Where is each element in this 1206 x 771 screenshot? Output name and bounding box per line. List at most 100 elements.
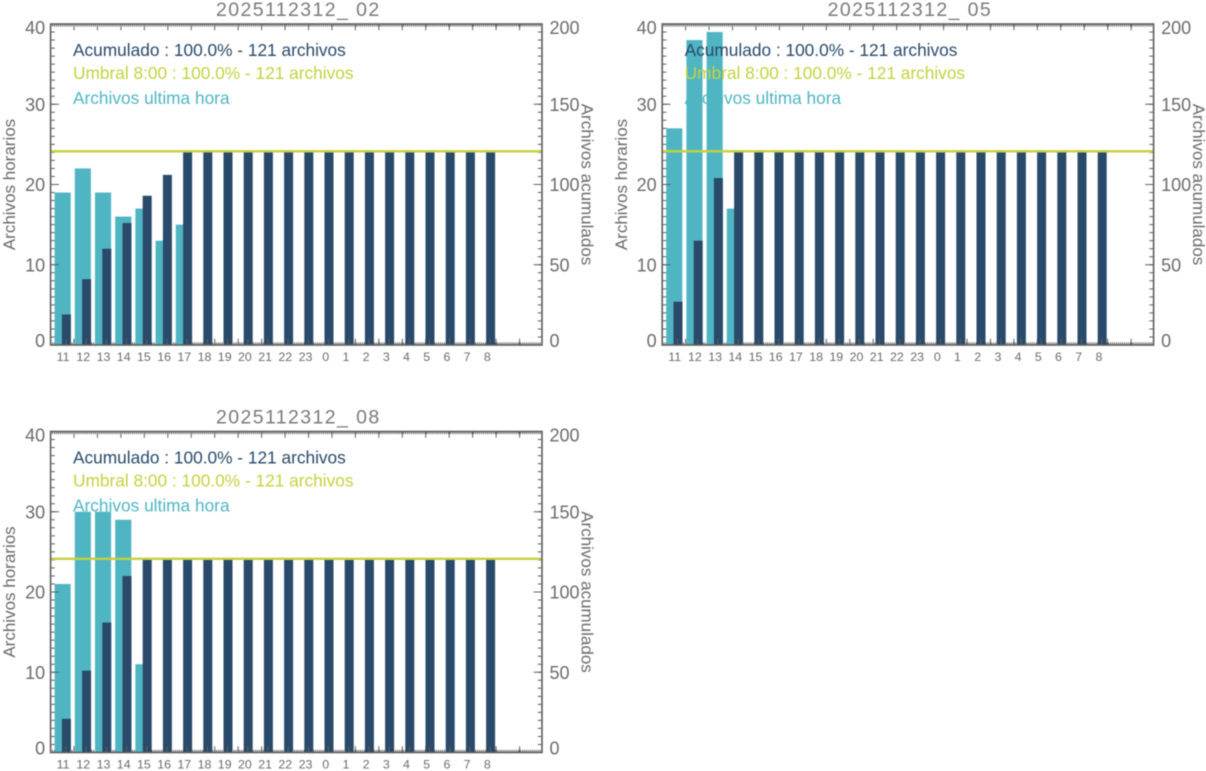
svg-text:13: 13 [708,350,722,364]
svg-text:50: 50 [550,255,570,275]
svg-text:Acumulado : 100.0% - 121 archi: Acumulado : 100.0% - 121 archivos [73,448,346,468]
svg-text:11: 11 [668,350,681,364]
svg-text:21: 21 [258,350,272,364]
svg-text:Acumulado : 100.0% - 121 archi: Acumulado : 100.0% - 121 archivos [73,40,346,60]
svg-text:8: 8 [1095,350,1102,364]
svg-text:18: 18 [198,757,212,771]
svg-text:21: 21 [258,757,272,771]
svg-text:19: 19 [218,350,232,364]
svg-text:19: 19 [829,350,843,364]
svg-text:0: 0 [322,757,329,771]
svg-text:4: 4 [1015,350,1022,364]
svg-text:15: 15 [137,350,151,364]
svg-text:18: 18 [198,350,212,364]
svg-text:Archivos ultima hora: Archivos ultima hora [73,496,230,516]
svg-text:2025112312_ 05: 2025112312_ 05 [828,0,993,21]
svg-text:Umbral 8:00 : 100.0% - 121 arc: Umbral 8:00 : 100.0% - 121 archivos [73,63,354,83]
svg-text:200: 200 [550,426,580,446]
svg-text:6: 6 [1055,350,1062,364]
svg-text:12: 12 [76,757,90,771]
svg-text:1: 1 [954,350,961,364]
svg-text:40: 40 [637,18,657,38]
svg-text:8: 8 [484,757,491,771]
svg-text:100: 100 [550,583,580,603]
svg-text:200: 200 [1161,18,1191,38]
svg-text:Umbral 8:00 : 100.0% - 121 arc: Umbral 8:00 : 100.0% - 121 archivos [685,63,966,83]
svg-text:Archivos horarios: Archivos horarios [612,119,631,250]
svg-text:11: 11 [57,350,70,364]
svg-text:6: 6 [443,757,450,771]
svg-text:13: 13 [97,757,111,771]
svg-text:4: 4 [403,757,410,771]
svg-text:Archivos horarios: Archivos horarios [0,526,19,657]
svg-text:20: 20 [25,175,45,195]
svg-text:40: 40 [25,426,45,446]
svg-text:0: 0 [35,739,45,759]
svg-text:30: 30 [25,95,45,115]
svg-text:21: 21 [870,350,884,364]
svg-text:Archivos acumulados: Archivos acumulados [1189,104,1206,266]
svg-text:16: 16 [769,350,783,364]
svg-text:Umbral 8:00 : 100.0% - 121 arc: Umbral 8:00 : 100.0% - 121 archivos [73,471,354,491]
svg-text:20: 20 [238,350,252,364]
svg-text:5: 5 [423,757,430,771]
svg-text:0: 0 [647,331,657,351]
svg-text:0: 0 [35,331,45,351]
svg-text:Archivos acumulados: Archivos acumulados [577,511,596,673]
svg-text:2: 2 [363,757,370,771]
svg-text:22: 22 [278,757,292,771]
svg-text:23: 23 [299,757,313,771]
svg-text:10: 10 [25,663,45,683]
svg-text:50: 50 [550,663,570,683]
svg-text:150: 150 [550,502,580,522]
svg-text:150: 150 [1161,95,1191,115]
svg-text:Archivos horarios: Archivos horarios [0,119,19,250]
svg-text:14: 14 [728,350,742,364]
svg-text:1: 1 [342,757,349,771]
svg-text:2: 2 [974,350,981,364]
svg-text:16: 16 [157,350,171,364]
svg-text:15: 15 [137,757,151,771]
svg-text:20: 20 [25,583,45,603]
svg-text:4: 4 [403,350,410,364]
svg-text:15: 15 [749,350,763,364]
svg-text:2: 2 [363,350,370,364]
svg-text:3: 3 [383,350,390,364]
svg-text:100: 100 [1161,175,1191,195]
svg-text:20: 20 [238,757,252,771]
svg-text:12: 12 [688,350,702,364]
svg-text:0: 0 [322,350,329,364]
svg-text:7: 7 [464,757,471,771]
svg-text:30: 30 [637,95,657,115]
svg-text:22: 22 [278,350,292,364]
svg-text:16: 16 [157,757,171,771]
svg-text:Archivos ultima hora: Archivos ultima hora [685,88,842,108]
svg-text:5: 5 [1035,350,1042,364]
svg-text:0: 0 [1161,331,1171,351]
svg-text:13: 13 [97,350,111,364]
svg-text:200: 200 [550,18,580,38]
svg-text:3: 3 [383,757,390,771]
svg-text:6: 6 [443,350,450,364]
svg-text:Archivos ultima hora: Archivos ultima hora [73,88,230,108]
svg-text:17: 17 [177,757,191,771]
svg-text:50: 50 [1161,255,1181,275]
svg-text:11: 11 [57,757,70,771]
svg-text:19: 19 [218,757,232,771]
svg-text:7: 7 [1075,350,1082,364]
svg-text:12: 12 [76,350,90,364]
svg-text:7: 7 [464,350,471,364]
svg-text:3: 3 [994,350,1001,364]
svg-text:0: 0 [550,739,560,759]
svg-text:0: 0 [550,331,560,351]
svg-text:100: 100 [550,175,580,195]
svg-text:2025112312_ 08: 2025112312_ 08 [216,406,381,428]
svg-text:Archivos acumulados: Archivos acumulados [577,104,596,266]
svg-text:150: 150 [550,95,580,115]
svg-text:17: 17 [789,350,803,364]
svg-text:Acumulado : 100.0% - 121 archi: Acumulado : 100.0% - 121 archivos [685,40,958,60]
svg-text:8: 8 [484,350,491,364]
svg-text:23: 23 [910,350,924,364]
svg-text:17: 17 [177,350,191,364]
svg-text:10: 10 [25,255,45,275]
